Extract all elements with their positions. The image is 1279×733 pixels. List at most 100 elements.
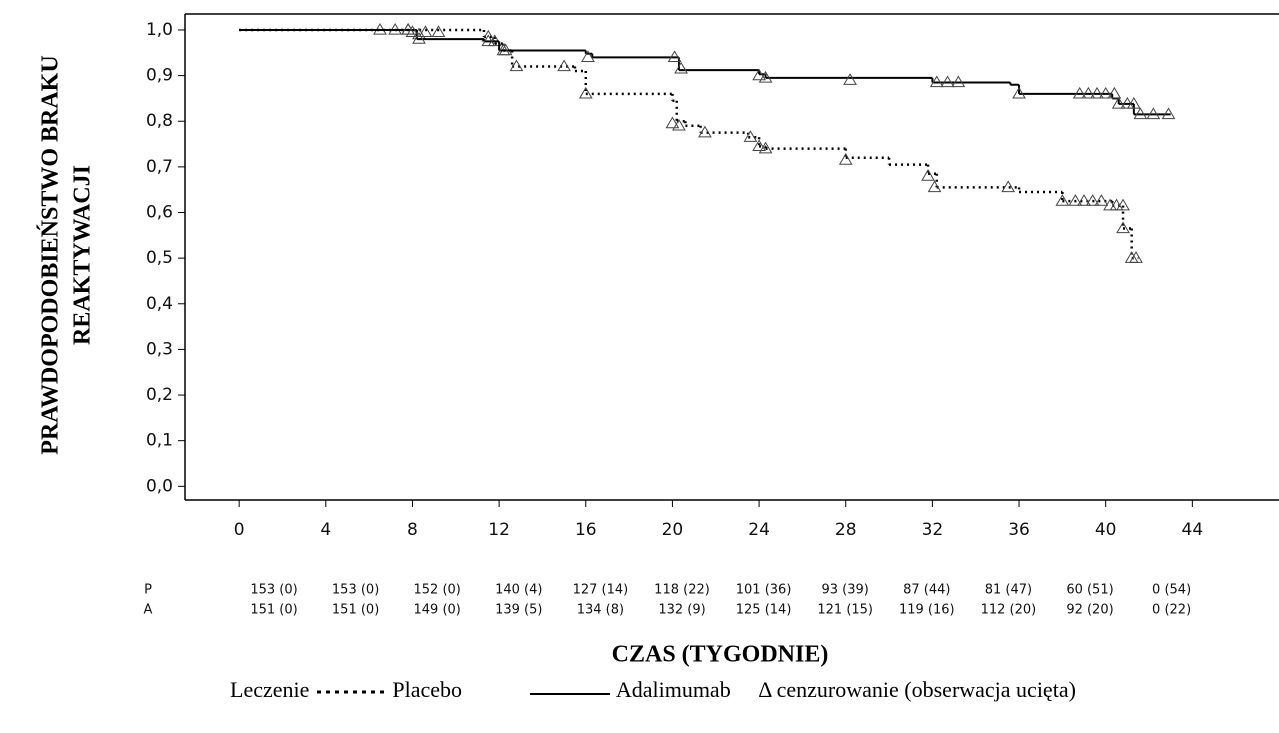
censor-mark [1146, 107, 1161, 120]
risk-value: 153 (0) [332, 583, 379, 598]
risk-value: 149 (0) [414, 603, 461, 618]
risk-value: 139 (5) [495, 603, 542, 618]
censor-mark [1090, 86, 1104, 99]
censor-mark [698, 125, 712, 138]
censor-mark [581, 50, 595, 63]
risk-row-label: P [144, 583, 152, 598]
legend-swatch [529, 692, 610, 695]
censor-mark [405, 25, 420, 37]
censor-legend: Δ cenzurowanie (obserwacja ucięta) [758, 677, 1076, 702]
x-axis-label: CZAS (TYGODNIE) [612, 642, 829, 668]
y-tick-label: 0,8 [146, 111, 173, 131]
x-tick-label: 16 [575, 520, 597, 540]
censor-mark [496, 43, 511, 56]
censor-mark [1012, 86, 1026, 99]
censor-mark [1085, 194, 1100, 206]
risk-value: 87 (44) [903, 583, 950, 598]
y-tick-label: 0,5 [146, 248, 173, 268]
censor-mark [743, 130, 758, 142]
risk-value: 125 (14) [736, 603, 792, 618]
censor-mark [1161, 107, 1176, 120]
y-tick-label: 0,0 [146, 476, 173, 496]
x-tick-label: 40 [1095, 520, 1117, 540]
x-tick-label: 44 [1182, 520, 1204, 540]
x-tick-label: 24 [748, 520, 770, 540]
censor-mark [481, 34, 496, 47]
y-tick-label: 0,9 [146, 66, 173, 86]
censor-mark [921, 169, 935, 181]
censor-mark [509, 59, 524, 72]
x-tick-label: 32 [922, 520, 944, 540]
y-tick-label: 0,3 [146, 339, 173, 359]
censor-mark [758, 141, 773, 154]
x-tick-label: 28 [835, 520, 857, 540]
risk-value: 132 (9) [658, 603, 705, 618]
censor-mark [752, 68, 766, 81]
censor-mark [557, 59, 571, 72]
risk-value: 112 (20) [981, 603, 1037, 618]
censor-mark [1081, 86, 1096, 99]
y-tick-label: 0,4 [146, 294, 173, 314]
risk-value: 151 (0) [250, 603, 297, 618]
censor-mark [927, 180, 942, 193]
risk-row-label: A [144, 603, 153, 618]
censor-mark [843, 73, 857, 85]
censor-mark [1077, 194, 1091, 206]
risk-value: 81 (47) [985, 583, 1032, 598]
risk-value: 118 (22) [654, 583, 710, 598]
censor-mark [1107, 86, 1122, 99]
risk-value: 153 (0) [250, 583, 297, 598]
y-tick-label: 0,2 [146, 385, 173, 405]
x-tick-label: 0 [234, 520, 245, 540]
risk-value: 134 (8) [577, 603, 624, 618]
censor-mark [431, 25, 446, 37]
y-tick-label: 0,7 [146, 157, 173, 177]
censor-mark [951, 75, 966, 88]
censor-mark [1129, 251, 1143, 263]
censor-mark [1133, 107, 1148, 120]
censor-mark [1111, 96, 1126, 109]
censor-mark [929, 75, 944, 88]
y-tick-label: 0,1 [146, 431, 173, 451]
censor-mark [1126, 96, 1141, 109]
censor-mark [578, 86, 593, 99]
risk-value: 151 (0) [332, 603, 379, 618]
censor-mark [412, 32, 426, 44]
legend-entry: Placebo [392, 677, 463, 702]
censor-mark [1094, 194, 1109, 206]
y-tick-label: 1,0 [146, 20, 173, 40]
legend: Leczenie Placebo Adalimumab Δ cenzurowan… [0, 674, 1165, 706]
risk-value: 0 (54) [1152, 583, 1191, 598]
risk-value: 121 (15) [817, 603, 873, 618]
y-axis-label: PRAWDOPODOBIEŃSTWO BRAKU [38, 55, 64, 454]
risk-value: 101 (36) [736, 583, 792, 598]
censor-mark [1055, 194, 1070, 206]
x-tick-label: 12 [488, 520, 510, 540]
censor-mark [1001, 180, 1016, 193]
x-tick-label: 4 [320, 520, 331, 540]
risk-value: 152 (0) [414, 583, 461, 598]
legend-title: Leczenie [230, 677, 310, 702]
censor-mark [674, 61, 688, 74]
censor-mark [1072, 86, 1087, 99]
x-tick-label: 8 [407, 520, 418, 540]
risk-value: 119 (16) [899, 603, 955, 618]
censor-mark [418, 25, 433, 37]
x-tick-label: 20 [662, 520, 684, 540]
censor-mark [940, 75, 955, 88]
censor-mark [838, 153, 853, 165]
x-tick-label: 36 [1008, 520, 1030, 540]
censor-mark [665, 116, 680, 129]
risk-value: 92 (20) [1066, 603, 1113, 618]
censor-mark [758, 70, 773, 83]
censor-mark [1068, 194, 1083, 206]
censor-mark [672, 118, 686, 131]
y-tick-label: 0,6 [146, 203, 173, 223]
legend-entry: Adalimumab [615, 677, 731, 702]
risk-value: 93 (39) [822, 583, 869, 598]
censor-mark [752, 139, 766, 152]
censor-mark [1116, 221, 1130, 234]
censor-mark [1116, 198, 1130, 211]
